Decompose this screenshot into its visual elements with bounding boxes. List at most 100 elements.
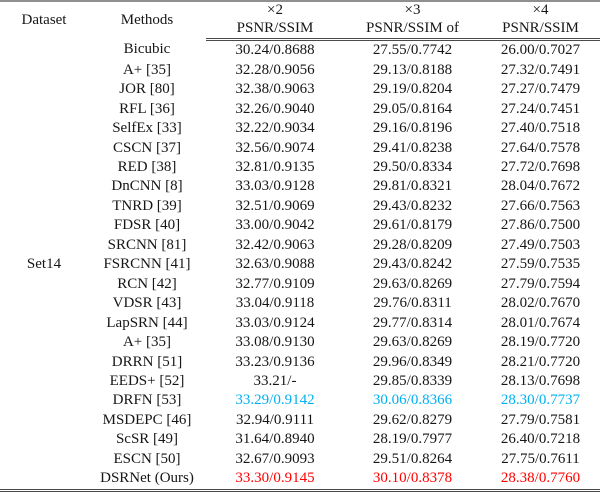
value-cell-x2: 33.04/0.9118 bbox=[235, 295, 315, 312]
method-cell: FDSR [40] bbox=[113, 217, 181, 234]
method-cell: EEDS+ [52] bbox=[109, 372, 185, 389]
value-cell-x3: 29.19/0.8204 bbox=[372, 81, 453, 98]
table-row: TNRD [39] 32.51/0.9069 29.43/0.8232 27.66/0… bbox=[0, 197, 600, 216]
value-cell-x2: 33.03/0.9128 bbox=[235, 178, 315, 195]
value-cell-x4: 27.86/0.7500 bbox=[500, 217, 581, 234]
method-cell: MSDEPC [46] bbox=[102, 411, 192, 428]
value-cell-x4: 26.00/0.7027 bbox=[500, 42, 581, 59]
col-header-scale-x4: ×4 bbox=[532, 2, 549, 19]
method-cell: RCN [42] bbox=[117, 275, 177, 292]
value-cell-x2: 33.21/- bbox=[253, 372, 297, 389]
value-cell-x2: 31.64/0.8940 bbox=[235, 431, 315, 448]
value-cell-x3: 29.77/0.8314 bbox=[372, 314, 453, 331]
table-row: LapSRN [44] 33.03/0.9124 29.77/0.8314 28.01… bbox=[0, 314, 600, 333]
method-cell: CSCN [37] bbox=[113, 139, 181, 156]
method-cell: A+ [35] bbox=[122, 334, 172, 351]
table-header: Dataset Methods ×2 ×3 ×4 PSNR/SSIM PSNR/… bbox=[0, 1, 600, 41]
method-cell: SelfEx [33] bbox=[112, 120, 182, 137]
value-cell-x4: 28.19/0.7720 bbox=[500, 334, 581, 351]
col-header-metric-x4: PSNR/SSIM bbox=[481, 20, 600, 41]
value-cell-x2: 32.22/0.9034 bbox=[235, 120, 315, 137]
value-cell-x3: 29.76/0.8311 bbox=[373, 295, 452, 312]
value-cell-x4: 27.64/0.7578 bbox=[500, 139, 581, 156]
method-cell: FSRCNN [41] bbox=[103, 256, 191, 273]
method-cell: DSRNet (Ours) bbox=[100, 470, 194, 487]
value-cell-x3: 29.81/0.8321 bbox=[372, 178, 453, 195]
table-row: Set14 Bicubic 30.24/0.8688 27.55/0.7742 26.0… bbox=[0, 40, 600, 271]
value-cell-x3: 30.06/0.8366 bbox=[372, 392, 453, 409]
table-row: MSDEPC [46] 32.94/0.9111 29.62/0.8279 27.79… bbox=[0, 411, 600, 430]
value-cell-x4: 28.04/0.7672 bbox=[500, 178, 581, 195]
method-cell: DRRN [51] bbox=[111, 353, 183, 370]
value-cell-x3: 29.41/0.8238 bbox=[372, 139, 453, 156]
value-cell-x2: 32.67/0.9093 bbox=[235, 450, 315, 467]
method-cell: ScSR [49] bbox=[115, 431, 179, 448]
method-cell: RED [38] bbox=[117, 159, 177, 175]
value-cell-x3: 29.61/0.8179 bbox=[372, 217, 453, 234]
value-cell-x4: 27.27/0.7479 bbox=[500, 81, 581, 98]
value-cell-x3: 29.51/0.8264 bbox=[372, 450, 453, 467]
col-header-metric-x3: PSNR/SSIM of bbox=[344, 20, 481, 41]
value-cell-x2: 32.42/0.9063 bbox=[235, 236, 315, 253]
value-cell-x3: 29.50/0.8334 bbox=[372, 159, 453, 175]
value-cell-x2: 30.24/0.8688 bbox=[235, 42, 315, 59]
table-row: ScSR [49] 31.64/0.8940 28.19/0.7977 26.40/0… bbox=[0, 430, 600, 449]
value-cell-x3: 29.16/0.8196 bbox=[372, 120, 453, 137]
method-cell: A+ [35] bbox=[122, 61, 172, 78]
dataset-cell: Set14 bbox=[26, 255, 62, 272]
value-cell-x3: 29.62/0.8279 bbox=[372, 411, 453, 428]
col-header-methods: Methods bbox=[120, 12, 174, 29]
method-cell: VDSR [43] bbox=[112, 295, 182, 312]
value-cell-x4: 27.32/0.7491 bbox=[500, 61, 581, 78]
value-cell-x2: 33.30/0.9145 bbox=[235, 470, 315, 487]
table-row: DnCNN [8] 33.03/0.9128 29.81/0.8321 28.04/0… bbox=[0, 177, 600, 196]
table-row: DRRN [51] 33.23/0.9136 29.96/0.8349 28.21/0… bbox=[0, 352, 600, 371]
value-cell-x3: 29.43/0.8242 bbox=[372, 256, 453, 273]
method-cell: RFL [36] bbox=[119, 100, 175, 117]
header-metric-row: PSNR/SSIM PSNR/SSIM of PSNR/SSIM bbox=[0, 20, 600, 41]
value-cell-x4: 26.40/0.7218 bbox=[500, 431, 581, 448]
value-cell-x4: 27.79/0.7581 bbox=[500, 411, 581, 428]
value-cell-x4: 27.59/0.7535 bbox=[500, 256, 581, 273]
method-cell: ESCN [50] bbox=[113, 450, 181, 467]
value-cell-x2: 33.23/0.9136 bbox=[235, 353, 315, 370]
value-cell-x3: 29.63/0.8269 bbox=[372, 275, 453, 292]
table-row: VDSR [43] 33.04/0.9118 29.76/0.8311 28.02/0… bbox=[0, 294, 600, 313]
value-cell-x2: 32.26/0.9040 bbox=[235, 100, 315, 117]
value-cell-x3: 29.28/0.8209 bbox=[372, 236, 453, 253]
col-header-scale-x3: ×3 bbox=[404, 2, 421, 19]
table-row: ESCN [50] 32.67/0.9093 29.51/0.8264 27.75/0… bbox=[0, 450, 600, 469]
value-cell-x2: 33.29/0.9142 bbox=[235, 392, 315, 409]
table-row: RCN [42] 32.77/0.9109 29.63/0.8269 27.79/0.… bbox=[0, 275, 600, 294]
table-row: EEDS+ [52] 33.21/- 29.85/0.8339 28.13/0.769… bbox=[0, 372, 600, 391]
value-cell-x3: 29.43/0.8232 bbox=[372, 197, 453, 214]
table-row: FSRCNN [41] 32.63/0.9088 29.43/0.8242 27.59… bbox=[0, 255, 600, 274]
table-row: FDSR [40] 33.00/0.9042 29.61/0.8179 27.86/0… bbox=[0, 216, 600, 235]
value-cell-x2: 33.00/0.9042 bbox=[235, 217, 315, 234]
value-cell-x4: 28.02/0.7670 bbox=[500, 295, 581, 312]
value-cell-x4: 27.75/0.7611 bbox=[501, 450, 580, 467]
value-cell-x4: 27.66/0.7563 bbox=[500, 197, 581, 214]
value-cell-x3: 30.10/0.8378 bbox=[372, 470, 453, 487]
value-cell-x3: 29.96/0.8349 bbox=[372, 353, 453, 370]
method-cell: JOR [80] bbox=[119, 81, 175, 98]
value-cell-x4: 27.40/0.7518 bbox=[500, 120, 581, 137]
value-cell-x4: 28.13/0.7698 bbox=[500, 372, 581, 389]
method-cell: DRFN [53] bbox=[112, 392, 182, 409]
table-row: SRCNN [81] 32.42/0.9063 29.28/0.8209 27.49/… bbox=[0, 236, 600, 255]
value-cell-x2: 32.81/0.9135 bbox=[235, 159, 315, 175]
value-cell-x2: 32.77/0.9109 bbox=[235, 275, 315, 292]
value-cell-x4: 28.38/0.7760 bbox=[500, 470, 581, 487]
table-row: A+ [35] 32.28/0.9056 29.13/0.8188 27.32/0.7… bbox=[0, 61, 600, 80]
value-cell-x2: 33.08/0.9130 bbox=[235, 334, 315, 351]
value-cell-x2: 32.28/0.9056 bbox=[235, 61, 315, 78]
value-cell-x4: 27.24/0.7451 bbox=[500, 100, 581, 117]
table-body: Set14 Bicubic 30.24/0.8688 27.55/0.7742 26.0… bbox=[0, 40, 600, 491]
value-cell-x2: 32.38/0.9063 bbox=[235, 81, 315, 98]
value-cell-x3: 29.13/0.8188 bbox=[372, 61, 453, 78]
value-cell-x3: 29.85/0.8339 bbox=[372, 372, 453, 389]
value-cell-x3: 28.19/0.7977 bbox=[372, 431, 453, 448]
table-row: RFL [36] 32.26/0.9040 29.05/0.8164 27.24/0.… bbox=[0, 100, 600, 119]
